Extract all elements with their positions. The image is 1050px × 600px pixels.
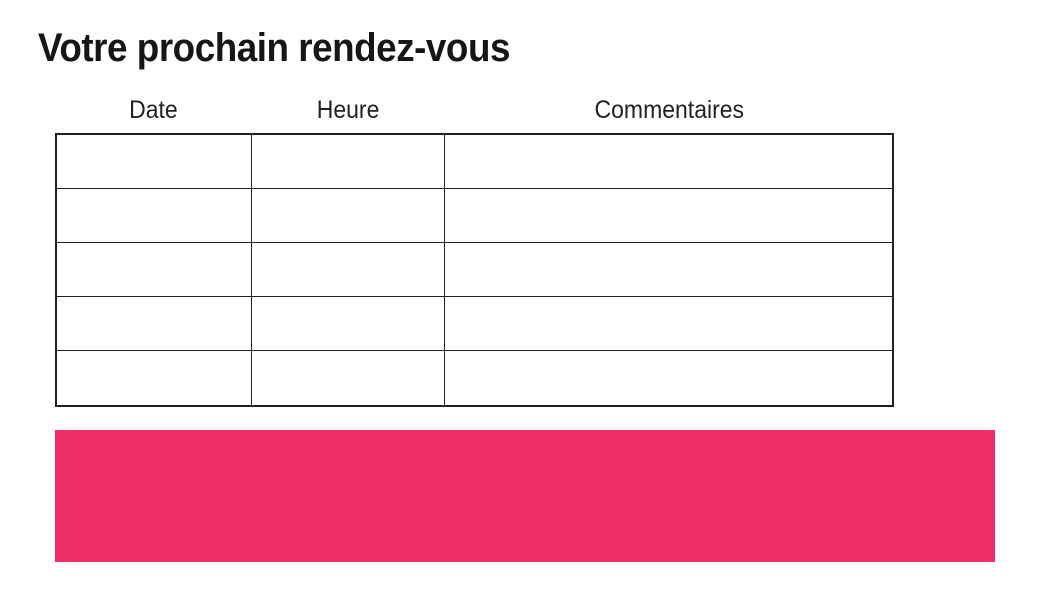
table-cell: [57, 189, 252, 243]
table-cell: [57, 297, 252, 351]
table-cell: [57, 351, 252, 405]
table-cell: [252, 243, 445, 297]
table-cell: [252, 297, 445, 351]
table-header-row: Date Heure Commentaires: [55, 92, 894, 128]
column-header-heure-label: Heure: [317, 95, 380, 124]
table-cell: [445, 243, 892, 297]
column-header-date: Date: [55, 92, 252, 128]
column-header-commentaires: Commentaires: [445, 92, 894, 128]
column-header-heure: Heure: [252, 92, 445, 128]
column-header-commentaires-label: Commentaires: [594, 95, 745, 124]
page-title: Votre prochain rendez-vous: [38, 26, 510, 70]
table-cell: [252, 135, 445, 189]
table-cell: [252, 189, 445, 243]
table-cell: [445, 189, 892, 243]
table-cell: [445, 297, 892, 351]
column-header-date-label: Date: [129, 95, 178, 124]
table-cell: [57, 135, 252, 189]
table-cell: [252, 351, 445, 405]
table-cell: [57, 243, 252, 297]
appointments-table: [55, 133, 894, 407]
table-cell: [445, 135, 892, 189]
table-cell: [445, 351, 892, 405]
pink-banner: [55, 430, 995, 562]
